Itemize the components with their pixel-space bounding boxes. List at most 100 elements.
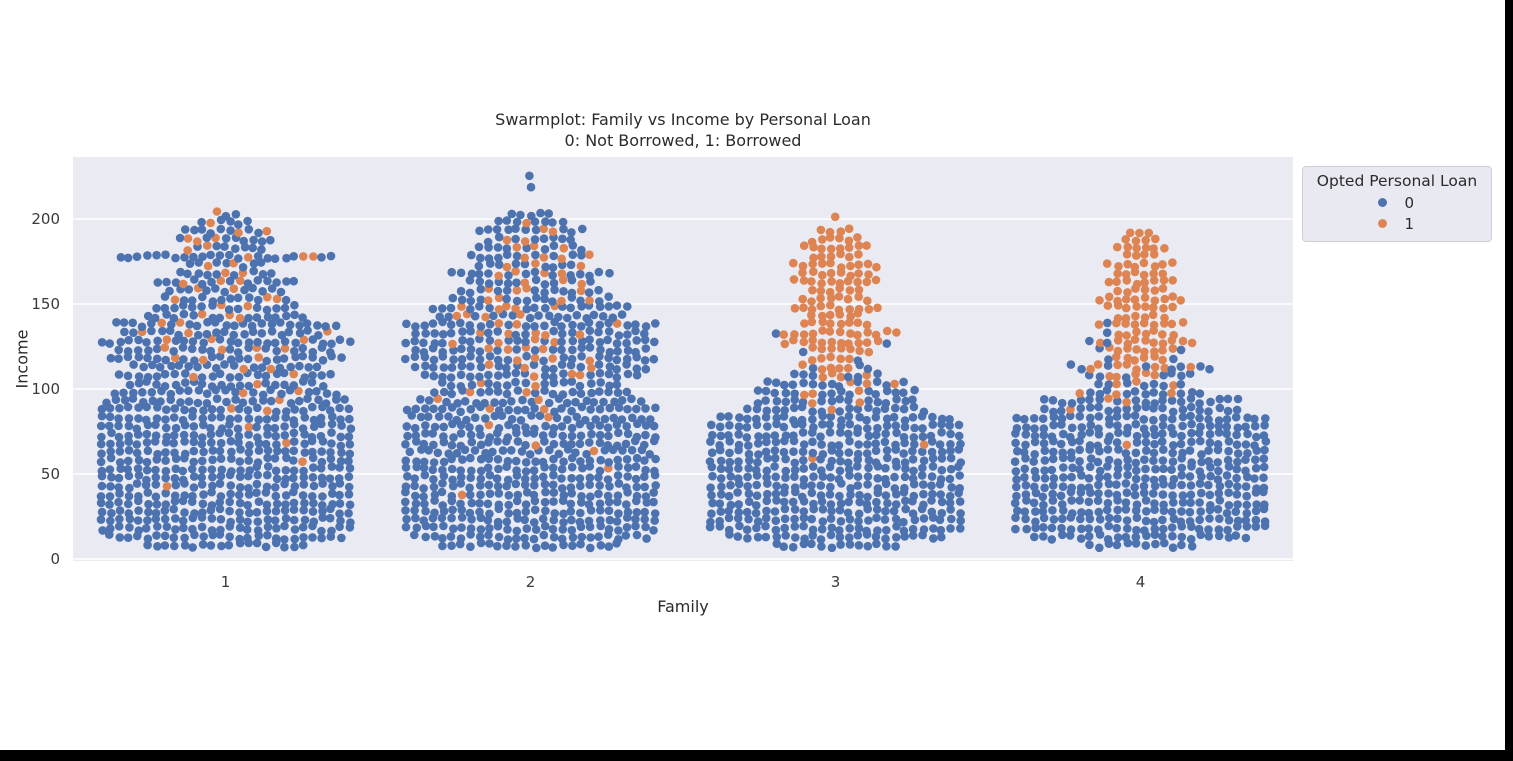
data-point	[317, 371, 327, 380]
data-point	[807, 297, 816, 306]
data-point	[452, 415, 462, 425]
data-point	[152, 531, 161, 540]
data-point	[751, 508, 761, 518]
data-point	[271, 466, 281, 476]
data-point	[444, 412, 453, 421]
data-point	[291, 338, 301, 348]
data-point	[465, 490, 475, 500]
data-point	[466, 453, 475, 463]
data-point	[1113, 314, 1123, 323]
data-point	[798, 347, 808, 357]
data-point	[289, 456, 298, 465]
data-point	[1093, 496, 1103, 506]
data-point	[252, 479, 262, 489]
data-point	[225, 506, 234, 516]
data-point	[827, 396, 837, 406]
data-point	[263, 292, 272, 302]
data-point	[864, 431, 874, 441]
data-point	[456, 382, 466, 391]
data-point	[566, 499, 576, 509]
data-point	[1029, 498, 1039, 508]
data-point	[863, 472, 873, 481]
data-point	[1105, 513, 1114, 523]
data-point	[309, 498, 318, 508]
data-point	[919, 489, 928, 499]
data-point	[170, 353, 180, 363]
data-point	[577, 322, 586, 331]
data-point	[144, 507, 153, 517]
data-point	[734, 464, 743, 473]
data-point	[781, 388, 791, 398]
data-point	[316, 413, 326, 423]
data-point	[854, 269, 863, 278]
data-point	[1085, 540, 1094, 550]
data-point	[252, 313, 262, 322]
data-point	[96, 515, 106, 524]
data-point	[438, 330, 448, 339]
data-point	[538, 514, 548, 523]
data-point	[309, 463, 318, 472]
data-point	[1048, 454, 1058, 464]
data-point	[298, 343, 308, 353]
data-point	[456, 407, 465, 417]
data-point	[798, 261, 808, 271]
data-point	[707, 491, 716, 500]
data-point	[585, 480, 594, 490]
data-point	[197, 379, 207, 389]
data-point	[596, 506, 605, 515]
data-point	[1132, 327, 1141, 337]
data-point	[540, 497, 550, 507]
data-point	[139, 397, 148, 407]
data-point	[1150, 505, 1159, 514]
data-point	[303, 326, 312, 335]
data-point	[520, 237, 530, 246]
data-point	[595, 438, 605, 448]
data-point	[222, 258, 231, 268]
data-point	[1084, 483, 1094, 493]
data-point	[585, 343, 595, 352]
data-point	[1141, 235, 1150, 245]
data-point	[539, 472, 548, 482]
data-point	[612, 441, 622, 451]
data-point	[872, 505, 882, 514]
data-point	[853, 233, 862, 242]
data-point	[321, 322, 330, 331]
data-point	[483, 463, 493, 473]
data-point	[485, 539, 494, 548]
data-point	[883, 453, 892, 463]
data-point	[484, 344, 494, 353]
data-point	[531, 259, 540, 268]
legend-label-loan0: 0	[1404, 193, 1415, 212]
data-point	[226, 226, 235, 235]
data-point	[1160, 363, 1169, 373]
data-point	[807, 488, 817, 498]
data-point	[631, 326, 640, 336]
data-point	[326, 251, 336, 261]
data-point	[484, 379, 493, 388]
data-point	[1186, 362, 1196, 372]
data-point	[1159, 275, 1169, 285]
data-point	[854, 541, 864, 550]
data-point	[550, 337, 559, 347]
data-point	[567, 431, 577, 441]
data-point	[826, 514, 836, 523]
data-point	[1158, 390, 1168, 399]
data-point	[1095, 466, 1105, 476]
data-point	[202, 329, 212, 339]
data-point	[263, 530, 272, 540]
data-point	[198, 345, 207, 354]
data-point	[649, 421, 659, 431]
data-point	[224, 305, 234, 314]
data-point	[927, 507, 937, 517]
data-point	[134, 335, 143, 345]
data-point	[429, 363, 438, 372]
data-point	[530, 303, 539, 313]
data-point	[789, 258, 798, 268]
data-point	[753, 439, 763, 448]
data-point	[410, 530, 419, 540]
data-point	[284, 327, 294, 337]
data-point	[142, 475, 151, 485]
data-point	[871, 330, 881, 340]
data-point	[587, 388, 596, 398]
data-point	[521, 378, 531, 388]
